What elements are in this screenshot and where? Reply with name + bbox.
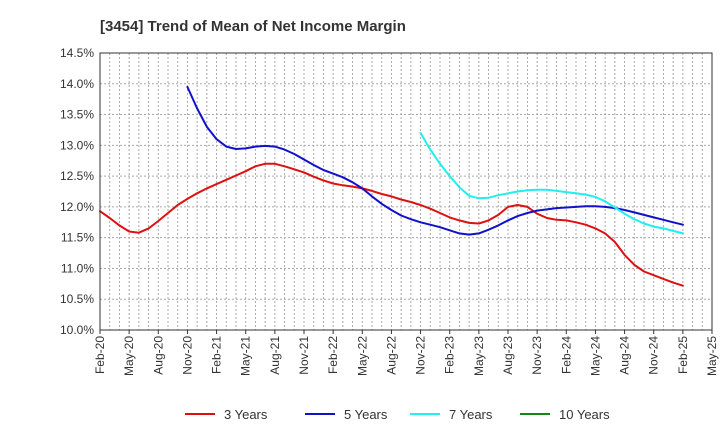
- grid: [100, 53, 712, 330]
- x-tick-label: Aug-21: [268, 336, 282, 375]
- x-tick-label: Aug-20: [151, 336, 165, 375]
- chart-title: [3454] Trend of Mean of Net Income Margi…: [100, 18, 406, 35]
- x-tick-label: May-20: [122, 336, 136, 376]
- series-lines: [99, 85, 684, 287]
- legend-label: 10 Years: [559, 407, 610, 422]
- y-tick-label: 13.0%: [60, 138, 94, 152]
- x-tick-label: May-24: [588, 336, 602, 376]
- plot-frame: [99, 52, 713, 331]
- x-tick-label: Nov-20: [180, 336, 194, 375]
- y-tick-label: 11.0%: [61, 261, 94, 275]
- legend-label: 3 Years: [224, 407, 268, 422]
- x-tick-label: Nov-23: [530, 336, 544, 375]
- y-tick-label: 11.5%: [61, 231, 94, 245]
- y-tick-label: 10.0%: [60, 323, 94, 337]
- x-tick-label: Nov-22: [414, 336, 428, 375]
- x-axis: Feb-20 May-20 Aug-20 Nov-20 Feb-21 May-21 Aug-…: [93, 330, 719, 376]
- x-tick-label: May-23: [472, 336, 486, 376]
- x-tick-label: Aug-24: [618, 336, 632, 375]
- y-tick-label: 14.5%: [60, 46, 94, 60]
- y-tick-label: 12.5%: [60, 169, 94, 183]
- series-line-3-years: [99, 162, 684, 287]
- series-line-5-years: [186, 85, 684, 236]
- x-tick-label: Feb-24: [559, 336, 573, 374]
- y-tick-label: 12.0%: [60, 200, 94, 214]
- x-tick-label: May-21: [239, 336, 253, 376]
- x-tick-label: Nov-24: [647, 336, 661, 375]
- y-axis: 10.0% 10.5% 11.0% 11.5% 12.0% 12.5% 13.0% 13.5%…: [60, 46, 94, 337]
- x-tick-label: Feb-20: [93, 336, 107, 374]
- x-tick-label: Feb-21: [210, 336, 224, 374]
- x-tick-label: May-22: [355, 336, 369, 376]
- x-tick-label: May-25: [705, 336, 719, 376]
- x-tick-label: Aug-23: [501, 336, 515, 375]
- x-tick-label: Feb-23: [443, 336, 457, 374]
- y-tick-label: 10.5%: [60, 292, 94, 306]
- y-tick-label: 13.5%: [60, 108, 94, 122]
- x-tick-label: Feb-22: [326, 336, 340, 374]
- y-tick-label: 14.0%: [60, 77, 94, 91]
- x-tick-label: Aug-22: [384, 336, 398, 375]
- legend: 3 Years 5 Years 7 Years 10 Years: [185, 407, 610, 422]
- x-tick-label: Nov-21: [297, 336, 311, 375]
- legend-label: 7 Years: [449, 407, 493, 422]
- x-tick-label: Feb-25: [676, 336, 690, 374]
- series-line-7-years: [419, 132, 684, 235]
- legend-label: 5 Years: [344, 407, 388, 422]
